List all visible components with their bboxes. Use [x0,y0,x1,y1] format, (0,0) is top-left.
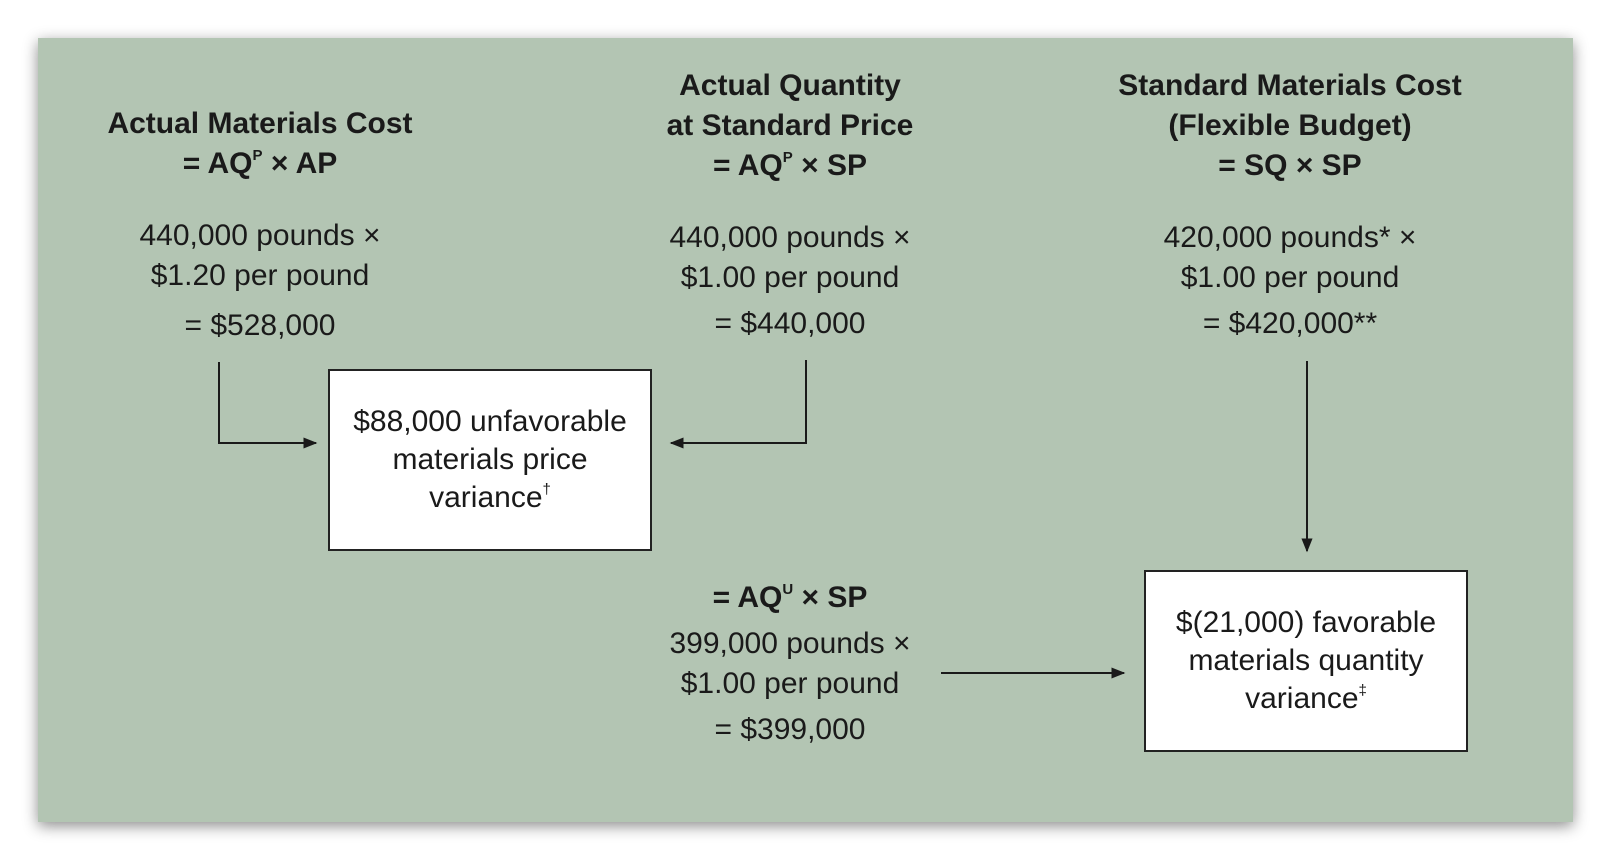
variance-line: variance [1245,682,1359,715]
calc-line: 440,000 pounds × [139,219,381,252]
column-actual-quantity-standard-price: Actual Quantity at Standard Price = AQP … [600,66,980,344]
arrow-actual-to-price-variance [218,362,318,449]
calc-line: $1.00 per pound [680,261,900,294]
calc-result: = $399,000 [714,713,866,746]
column-title: Standard Materials Cost [1118,69,1462,102]
column-actual-cost: Actual Materials Cost = AQP × AP 440,000… [80,104,440,346]
calc-result: = $528,000 [184,309,336,342]
calc-line: 399,000 pounds × [669,627,911,660]
calc-result: = $420,000** [1202,307,1378,340]
column-title: Actual Quantity [679,69,901,102]
calc-line: $1.00 per pound [1180,261,1400,294]
price-variance-box: $88,000 unfavorable materials price vari… [328,369,652,551]
column-title: at Standard Price [666,109,914,142]
calc-line: $1.20 per pound [150,259,370,292]
variance-line: variance [429,481,543,514]
calc-line: 420,000 pounds* × [1163,221,1417,254]
footnote-mark: ‡ [1358,682,1367,699]
calc-line: 440,000 pounds × [669,221,911,254]
quantity-variance-box: $(21,000) favorable materials quantity v… [1144,570,1468,752]
column-formula: = AQP × AP [182,147,338,180]
variance-line: materials quantity [1188,644,1424,677]
column-formula: = SQ × SP [1218,149,1362,182]
column-standard-cost: Standard Materials Cost (Flexible Budget… [1080,66,1500,344]
column-title: Actual Materials Cost [107,107,413,140]
arrow-standard-price-to-price-variance [669,360,807,449]
footnote-mark: † [542,481,551,498]
variance-line: $(21,000) favorable [1175,606,1437,639]
calc-result: = $440,000 [714,307,866,340]
column-title: (Flexible Budget) [1168,109,1412,142]
column-formula: = AQU × SP [712,581,868,614]
column-quantity-used: = AQU × SP 399,000 pounds × $1.00 per po… [600,578,980,750]
column-formula: = AQP × SP [713,149,867,182]
calc-line: $1.00 per pound [680,667,900,700]
variance-line: materials price [392,443,588,476]
variance-line: $88,000 unfavorable [353,405,627,438]
